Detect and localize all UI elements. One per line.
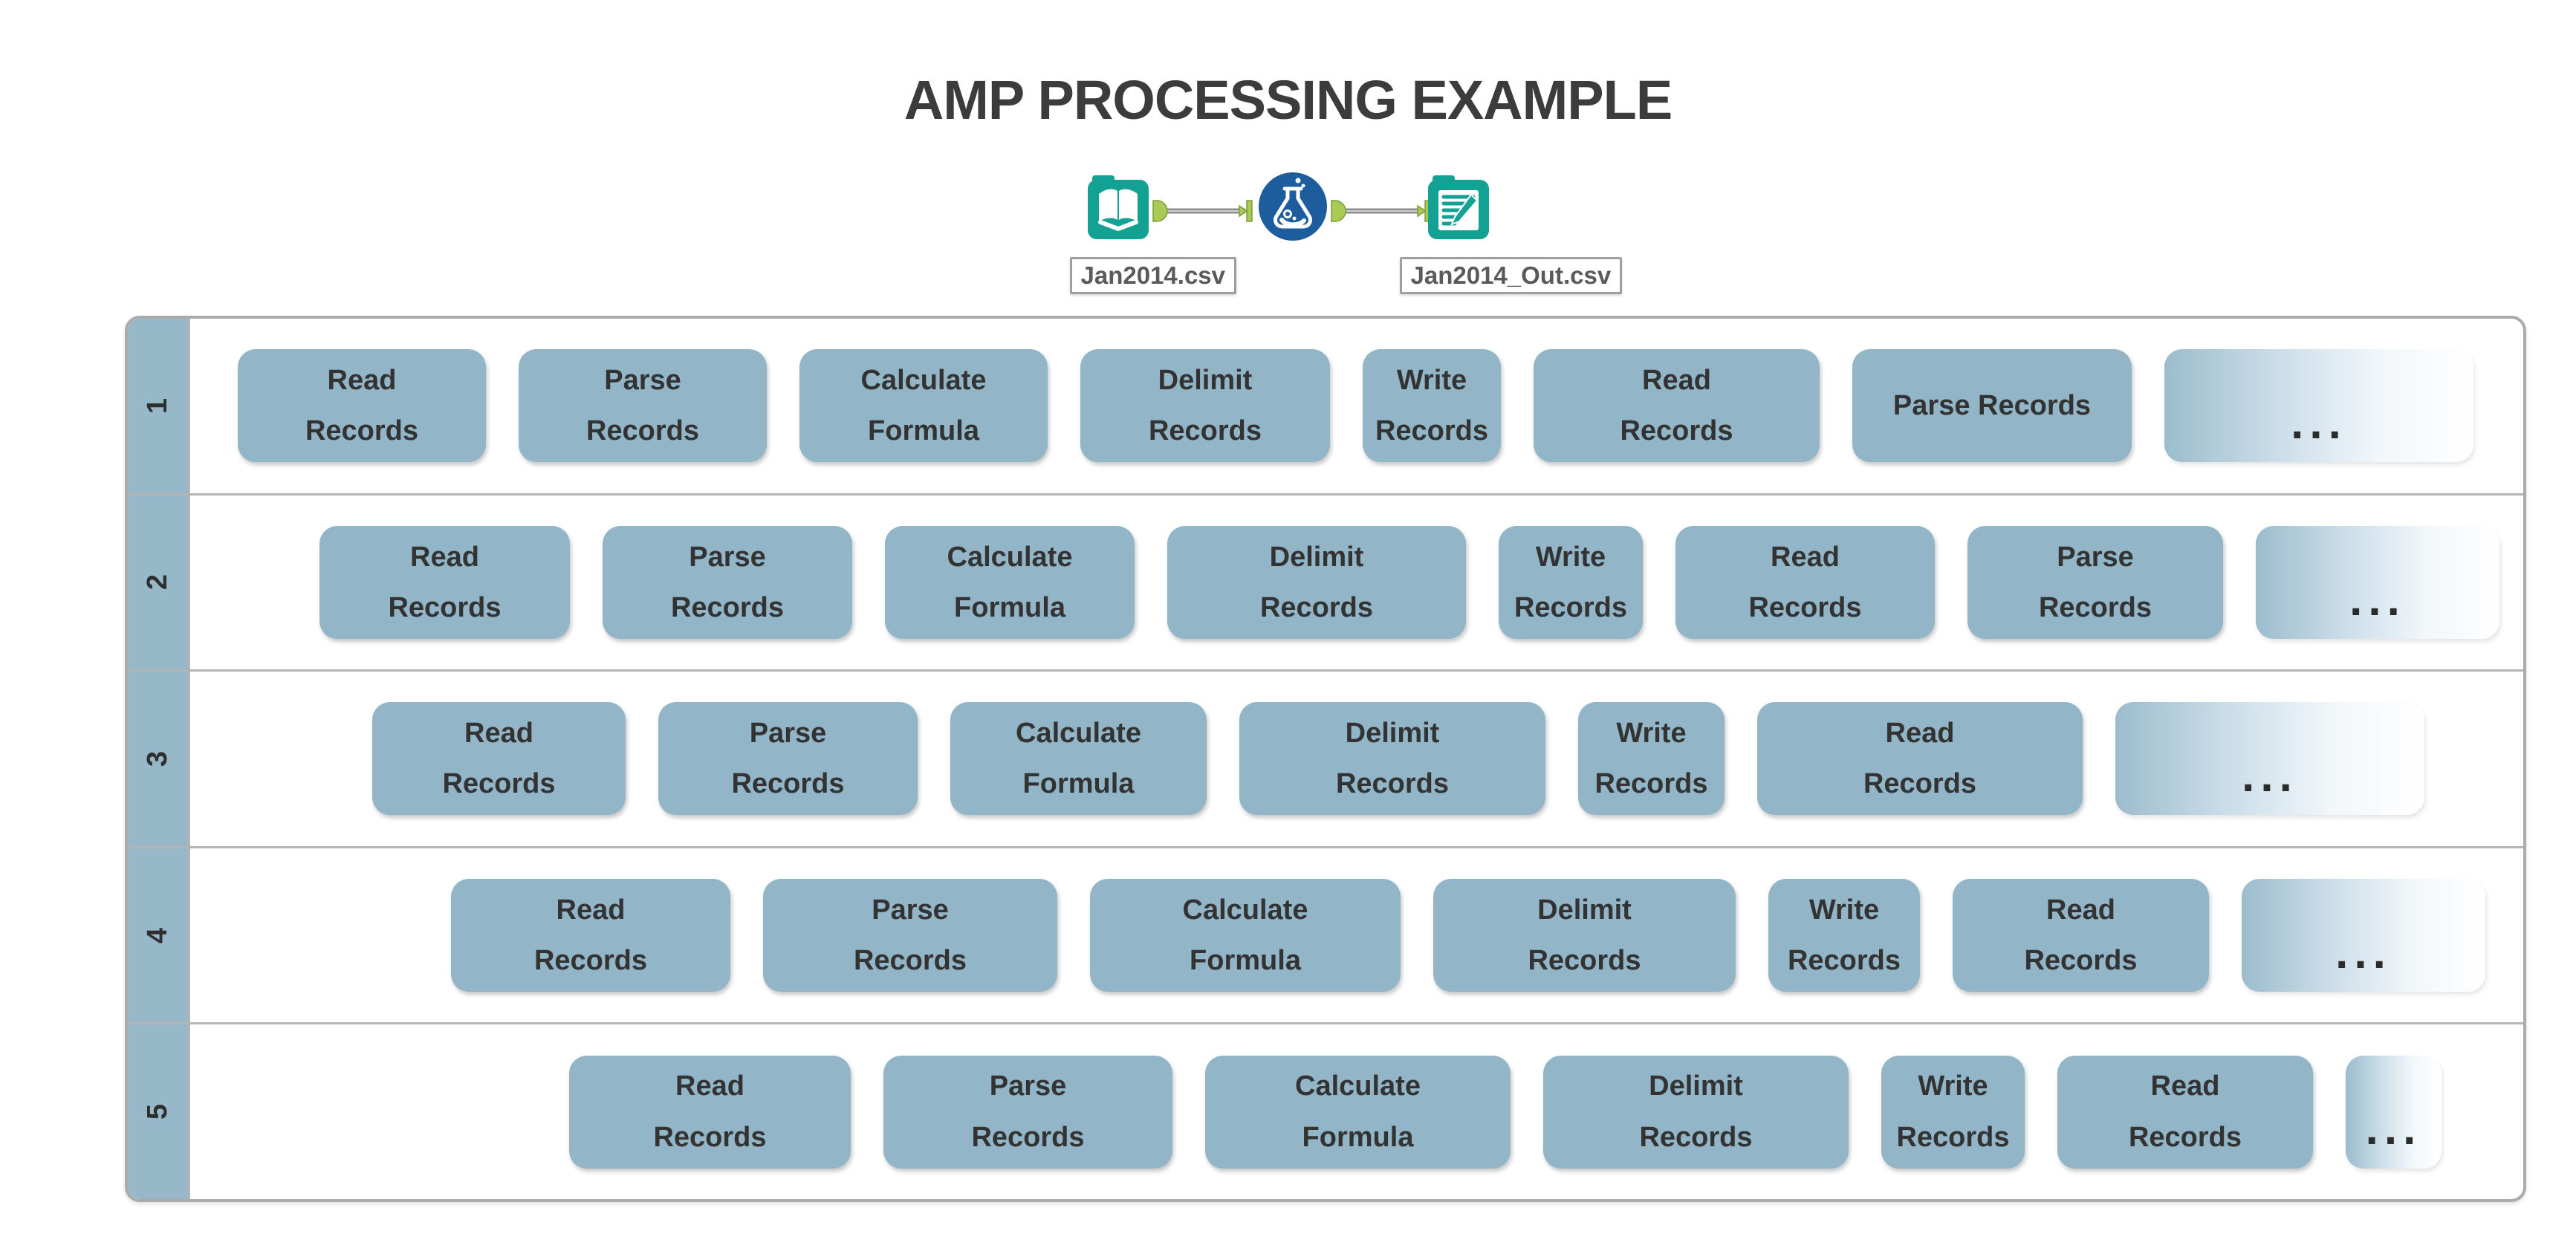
process-block: Read Records [451,879,730,993]
process-block: Calculate Formula [885,525,1135,639]
process-block: Calculate Formula [1205,1055,1511,1169]
process-block: Read Records [1534,349,1820,463]
page-title: AMP PROCESSING EXAMPLE [903,69,1673,131]
row-number-label: 1 [141,397,173,414]
connector-line [1152,200,1253,222]
process-block: Write Records [1881,1055,2025,1169]
process-block: Parse Records [1967,525,2223,639]
output-data-tool-icon [1427,175,1489,239]
process-row-1: 1 Read Records Parse Records Calculate Form… [128,319,2523,493]
amp-processing-table: 1 Read Records Parse Records Calculate Form… [125,316,2526,1202]
row-content: Read Records Parse Records Calculate Formu… [190,319,2523,493]
row-number-label: 4 [141,927,173,943]
formula-tool-icon [1258,172,1327,241]
connector-line [1330,200,1431,222]
process-block: Write Records [1363,349,1501,463]
row-number-cell: 3 [128,672,190,846]
process-block: Delimit Records [1080,349,1330,463]
output-file-label: Jan2014_Out.csv [1399,257,1623,294]
row-content: Read Records Parse Records Calculate Formu… [190,496,2523,670]
process-block: Parse Records [519,349,767,463]
process-block: Write Records [1768,879,1920,993]
input-file-label: Jan2014.csv [1069,257,1237,294]
process-block: Read Records [1675,525,1935,639]
process-block: Read Records [1953,879,2209,993]
ellipsis-block: ... [2242,879,2485,993]
row-number-cell: 1 [128,319,190,493]
process-row-2: 2 Read Records Parse Records Calculate Form… [128,493,2523,670]
ellipsis-block: ... [2115,702,2424,816]
process-block: Delimit Records [1543,1055,1849,1169]
process-block: Read Records [1757,702,2083,816]
process-block: Write Records [1578,702,1725,816]
process-block: Parse Records [603,525,852,639]
process-row-4: 4 Read Records Parse Records Calculate Form… [128,845,2523,1023]
process-block: Calculate Formula [799,349,1048,463]
row-number-label: 2 [141,574,173,591]
process-row-3: 3 Read Records Parse Records Calculate Form… [128,669,2523,846]
row-number-cell: 5 [128,1024,190,1199]
input-data-tool-icon [1087,175,1149,239]
process-block: Write Records [1499,525,1643,639]
process-block: Calculate Formula [1090,879,1401,993]
row-content: Read Records Parse Records Calculate Formu… [190,848,2523,1023]
ellipsis-block: ... [2256,525,2499,639]
ellipsis-block: ... [2164,349,2473,463]
process-block: Read Records [372,702,626,816]
row-content: Read Records Parse Records Calculate Formu… [190,1024,2523,1199]
process-block: Read Records [319,525,570,639]
row-number-label: 5 [141,1104,173,1120]
process-block: Calculate Formula [950,702,1207,816]
process-block: Delimit Records [1239,702,1545,816]
row-number-label: 3 [141,750,173,767]
row-number-cell: 4 [128,848,190,1023]
process-block: Parse Records [883,1055,1172,1169]
alteryx-workflow: Jan2014.csv Jan2014_Out.csv [1069,165,1623,314]
process-block: Delimit Records [1433,879,1736,993]
process-block: Read Records [2057,1055,2313,1169]
ellipsis-block: ... [2346,1055,2442,1169]
row-number-cell: 2 [128,495,190,670]
row-content: Read Records Parse Records Calculate Formu… [190,672,2523,846]
process-block: Read Records [238,349,486,463]
process-block: Delimit Records [1167,525,1466,639]
process-block: Read Records [569,1055,851,1169]
process-block: Parse Records [658,702,918,816]
process-row-5: 5 Read Records Parse Records Calculate Form… [128,1022,2523,1199]
process-block: Parse Records [763,879,1057,993]
process-block: Parse Records [1852,349,2132,463]
